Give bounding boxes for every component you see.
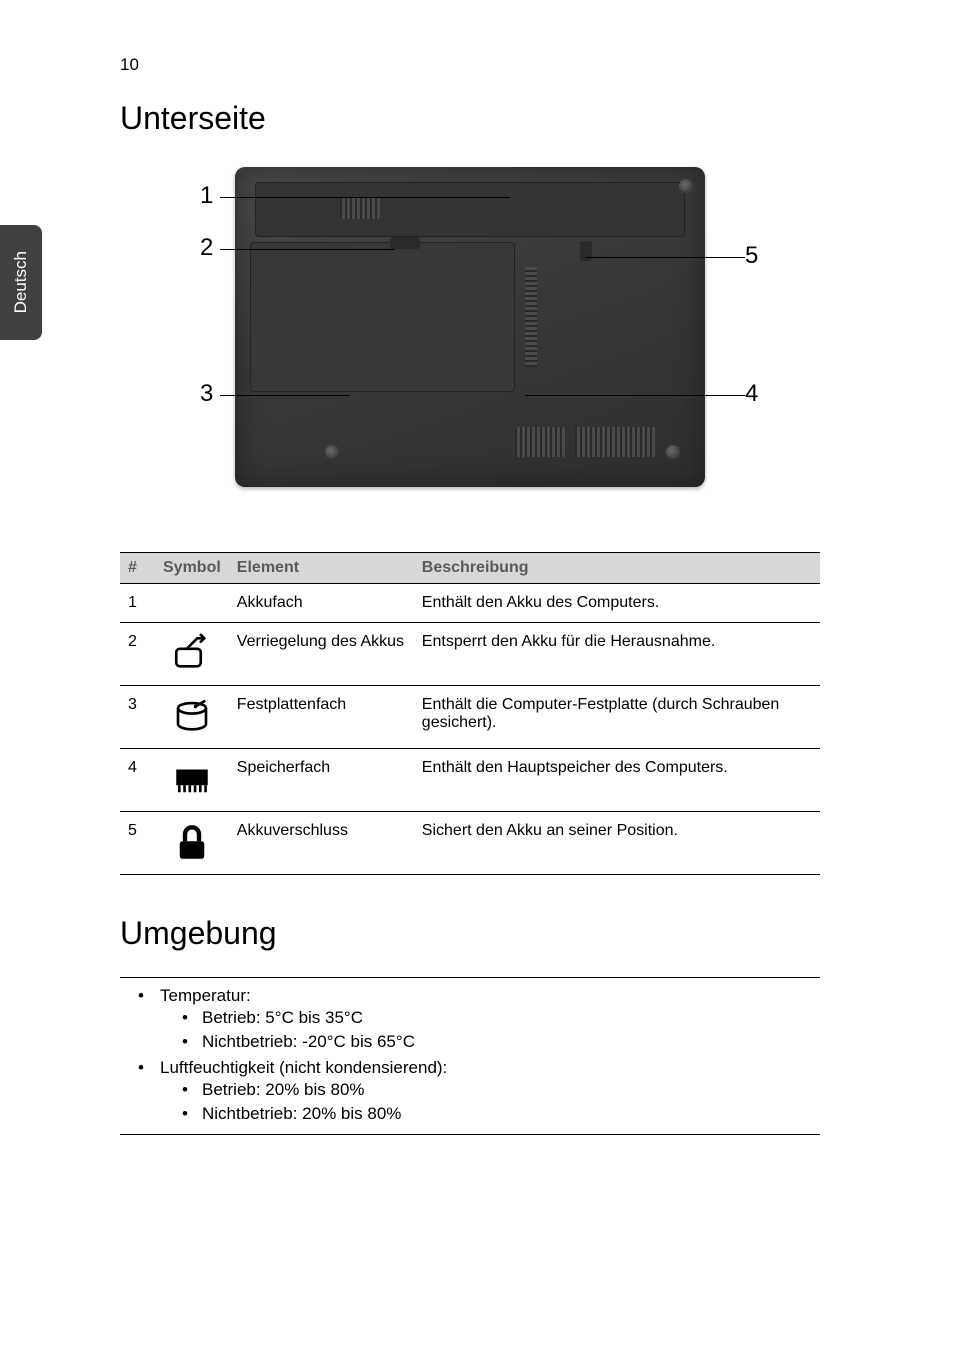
divider [120,1134,820,1135]
list-item: Nichtbetrieb: -20°C bis 65°C [160,1030,820,1054]
cell-num: 2 [120,623,155,686]
screw-icon [679,179,693,193]
cell-element: Speicherfach [229,749,414,812]
hdd-bay [250,242,515,392]
cell-num: 5 [120,812,155,875]
table-row: 5 Akkuverschluss Sichert den Akku an sei… [120,812,820,875]
heading-environment: Umgebung [120,915,820,952]
list-item: Temperatur: Betrieb: 5°C bis 35°C Nichtb… [120,984,820,1056]
callout-line [525,395,745,396]
table-row: 2 Verriegelung des Akkus Entsperrt den A… [120,623,820,686]
env-label: Luftfeuchtigkeit (nicht kondensierend): [160,1058,447,1077]
cell-num: 4 [120,749,155,812]
table-header-row: # Symbol Element Beschreibung [120,553,820,584]
list-item: Luftfeuchtigkeit (nicht kondensierend): … [120,1056,820,1128]
callout-1: 1 [200,182,213,210]
cell-desc: Entsperrt den Akku für die Herausnahme. [414,623,820,686]
release-latch-icon [390,237,420,249]
callout-line [585,257,745,258]
lock-icon [171,822,213,864]
memory-icon [171,759,213,801]
hdd-icon [171,696,213,738]
heading-base-view: Unterseite [120,100,820,137]
page-content: Unterseite 1 2 3 4 5 # Symbol [120,100,820,1135]
callout-4: 4 [745,380,758,408]
callout-line [220,249,395,250]
cell-symbol [155,623,229,686]
cell-num: 3 [120,686,155,749]
table-row: 3 Festplattenfach Enthält die Computer-F… [120,686,820,749]
cell-symbol [155,749,229,812]
screw-icon [325,445,339,459]
cell-element: Verriegelung des Akkus [229,623,414,686]
col-header-element: Element [229,553,414,584]
callout-line [220,395,350,396]
callout-line [220,197,510,198]
parts-table: # Symbol Element Beschreibung 1 Akkufach… [120,552,820,875]
cell-element: Akkuverschluss [229,812,414,875]
vent-icon [340,197,380,219]
vent-icon [515,427,565,457]
cell-symbol [155,686,229,749]
language-side-tab: Deutsch [0,225,42,340]
cell-desc: Enthält den Akku des Computers. [414,584,820,623]
list-item: Nichtbetrieb: 20% bis 80% [160,1102,820,1126]
vent-icon [525,267,537,367]
cell-desc: Enthält den Hauptspeicher des Computers. [414,749,820,812]
callout-5: 5 [745,242,758,270]
callout-3: 3 [200,380,213,408]
battery-bay [255,182,685,237]
laptop-base-diagram: 1 2 3 4 5 [160,162,780,512]
list-item: Betrieb: 5°C bis 35°C [160,1006,820,1030]
screw-icon [666,445,680,459]
language-label: Deutsch [11,251,31,313]
laptop-base-shell [235,167,705,487]
cell-desc: Sichert den Akku an seiner Position. [414,812,820,875]
table-row: 1 Akkufach Enthält den Akku des Computer… [120,584,820,623]
vent-icon [575,427,655,457]
environment-section: Umgebung Temperatur: Betrieb: 5°C bis 35… [120,915,820,1135]
cell-symbol [155,812,229,875]
cell-element: Festplattenfach [229,686,414,749]
battery-release-icon [171,633,213,675]
cell-symbol [155,584,229,623]
callout-2: 2 [200,234,213,262]
table-row: 4 Speicherfach Enthält den Hauptspeicher… [120,749,820,812]
cell-num: 1 [120,584,155,623]
env-label: Temperatur: [160,986,251,1005]
col-header-symbol: Symbol [155,553,229,584]
cell-element: Akkufach [229,584,414,623]
cell-desc: Enthält die Computer-Festplatte (durch S… [414,686,820,749]
environment-list: Temperatur: Betrieb: 5°C bis 35°C Nichtb… [120,978,820,1134]
col-header-num: # [120,553,155,584]
col-header-desc: Beschreibung [414,553,820,584]
page-number: 10 [120,55,139,75]
lock-latch-icon [580,241,592,261]
list-item: Betrieb: 20% bis 80% [160,1078,820,1102]
